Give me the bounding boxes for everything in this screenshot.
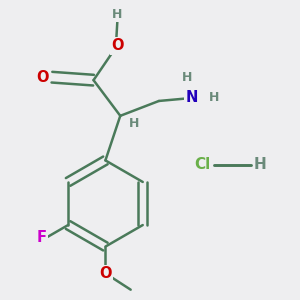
Text: H: H [182,71,192,84]
Text: H: H [128,117,139,130]
Text: O: O [111,38,124,53]
Text: N: N [185,91,198,106]
Text: O: O [37,70,49,85]
Text: F: F [37,230,47,245]
Text: H: H [112,8,122,21]
Text: H: H [209,92,219,104]
Text: Cl: Cl [195,158,211,172]
Text: H: H [254,158,266,172]
Text: O: O [99,266,112,281]
